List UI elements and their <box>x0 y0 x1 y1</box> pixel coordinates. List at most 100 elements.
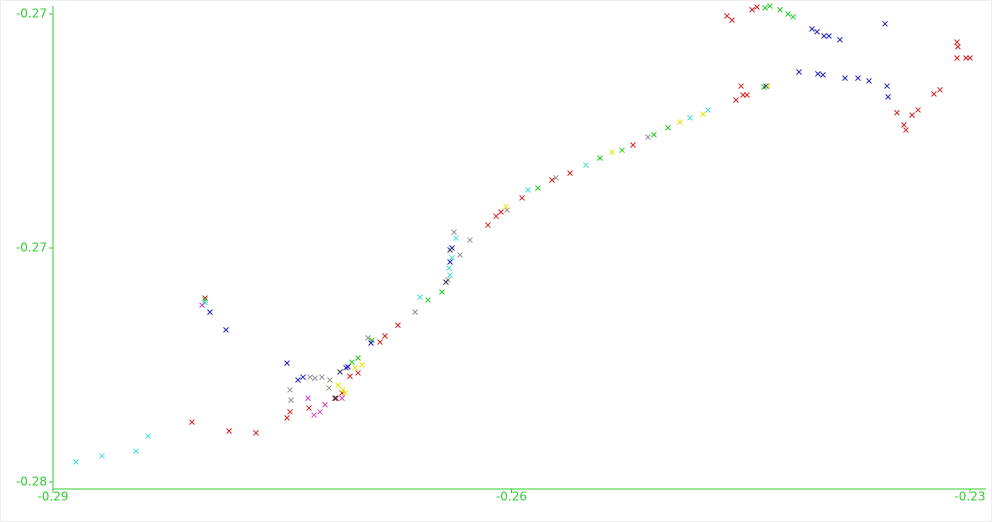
point <box>447 272 453 278</box>
point <box>767 3 773 9</box>
point <box>451 229 457 235</box>
point <box>866 78 872 84</box>
point <box>365 335 371 341</box>
point <box>311 412 317 418</box>
point <box>630 142 636 148</box>
point <box>332 395 338 402</box>
point <box>763 83 769 89</box>
point <box>814 28 820 35</box>
point <box>700 111 706 118</box>
point <box>449 254 455 261</box>
point <box>503 203 509 210</box>
point <box>457 252 463 258</box>
point <box>777 6 783 13</box>
point <box>307 374 313 381</box>
point <box>855 75 861 81</box>
x-tick-label: -0.23 <box>954 490 985 504</box>
point <box>73 459 79 465</box>
point <box>796 69 802 75</box>
point <box>284 360 290 366</box>
point <box>954 55 960 61</box>
point <box>619 147 625 154</box>
point <box>417 294 423 300</box>
point <box>287 408 293 415</box>
point <box>809 26 815 32</box>
point <box>754 4 760 10</box>
point <box>305 395 311 402</box>
point <box>337 369 343 375</box>
point <box>651 131 657 138</box>
point <box>909 112 915 118</box>
point <box>322 401 328 408</box>
point <box>253 430 259 436</box>
point <box>609 149 615 155</box>
point <box>333 395 339 402</box>
point <box>597 155 603 161</box>
point <box>967 55 973 61</box>
point <box>583 162 589 169</box>
point <box>145 433 151 439</box>
point <box>553 174 559 181</box>
point <box>312 375 318 381</box>
point <box>820 71 826 78</box>
point <box>724 13 730 19</box>
point <box>467 237 473 243</box>
point <box>903 127 909 133</box>
point <box>894 109 900 116</box>
x-tick-label: -0.26 <box>496 490 527 504</box>
point <box>842 75 848 81</box>
point <box>295 377 301 383</box>
point <box>447 259 453 265</box>
y-tick-label: -0.28 <box>16 475 47 489</box>
point <box>326 385 332 391</box>
point <box>347 373 353 380</box>
point <box>749 6 755 13</box>
point <box>382 333 388 339</box>
point <box>790 13 796 20</box>
point <box>340 386 346 393</box>
point <box>199 302 205 308</box>
point <box>284 415 290 421</box>
point <box>335 382 341 388</box>
point <box>762 5 768 11</box>
point <box>901 122 907 128</box>
point <box>202 299 208 306</box>
point <box>327 377 333 383</box>
point <box>300 374 306 381</box>
point <box>498 209 504 215</box>
point <box>744 92 750 98</box>
point <box>425 297 431 303</box>
point <box>915 107 921 113</box>
point <box>343 364 349 371</box>
point <box>368 340 374 346</box>
point <box>447 247 453 253</box>
point <box>785 11 791 17</box>
point <box>549 177 555 183</box>
point <box>133 448 139 454</box>
point <box>821 33 827 39</box>
x-tick-label: -0.29 <box>37 490 68 504</box>
point <box>705 107 711 113</box>
point <box>287 386 293 393</box>
point <box>882 20 888 27</box>
point <box>493 213 499 220</box>
point <box>665 124 671 131</box>
point <box>306 405 312 411</box>
point <box>485 222 491 228</box>
point <box>355 355 361 361</box>
y-tick-label: -0.27 <box>16 7 47 21</box>
point <box>567 170 573 176</box>
point <box>207 309 213 315</box>
point <box>202 295 208 301</box>
point <box>504 207 510 213</box>
point <box>439 289 445 295</box>
point <box>443 279 449 286</box>
point <box>931 91 937 97</box>
point <box>99 452 105 459</box>
point <box>189 419 195 425</box>
point <box>885 93 891 100</box>
point <box>342 390 348 396</box>
point <box>317 408 323 415</box>
